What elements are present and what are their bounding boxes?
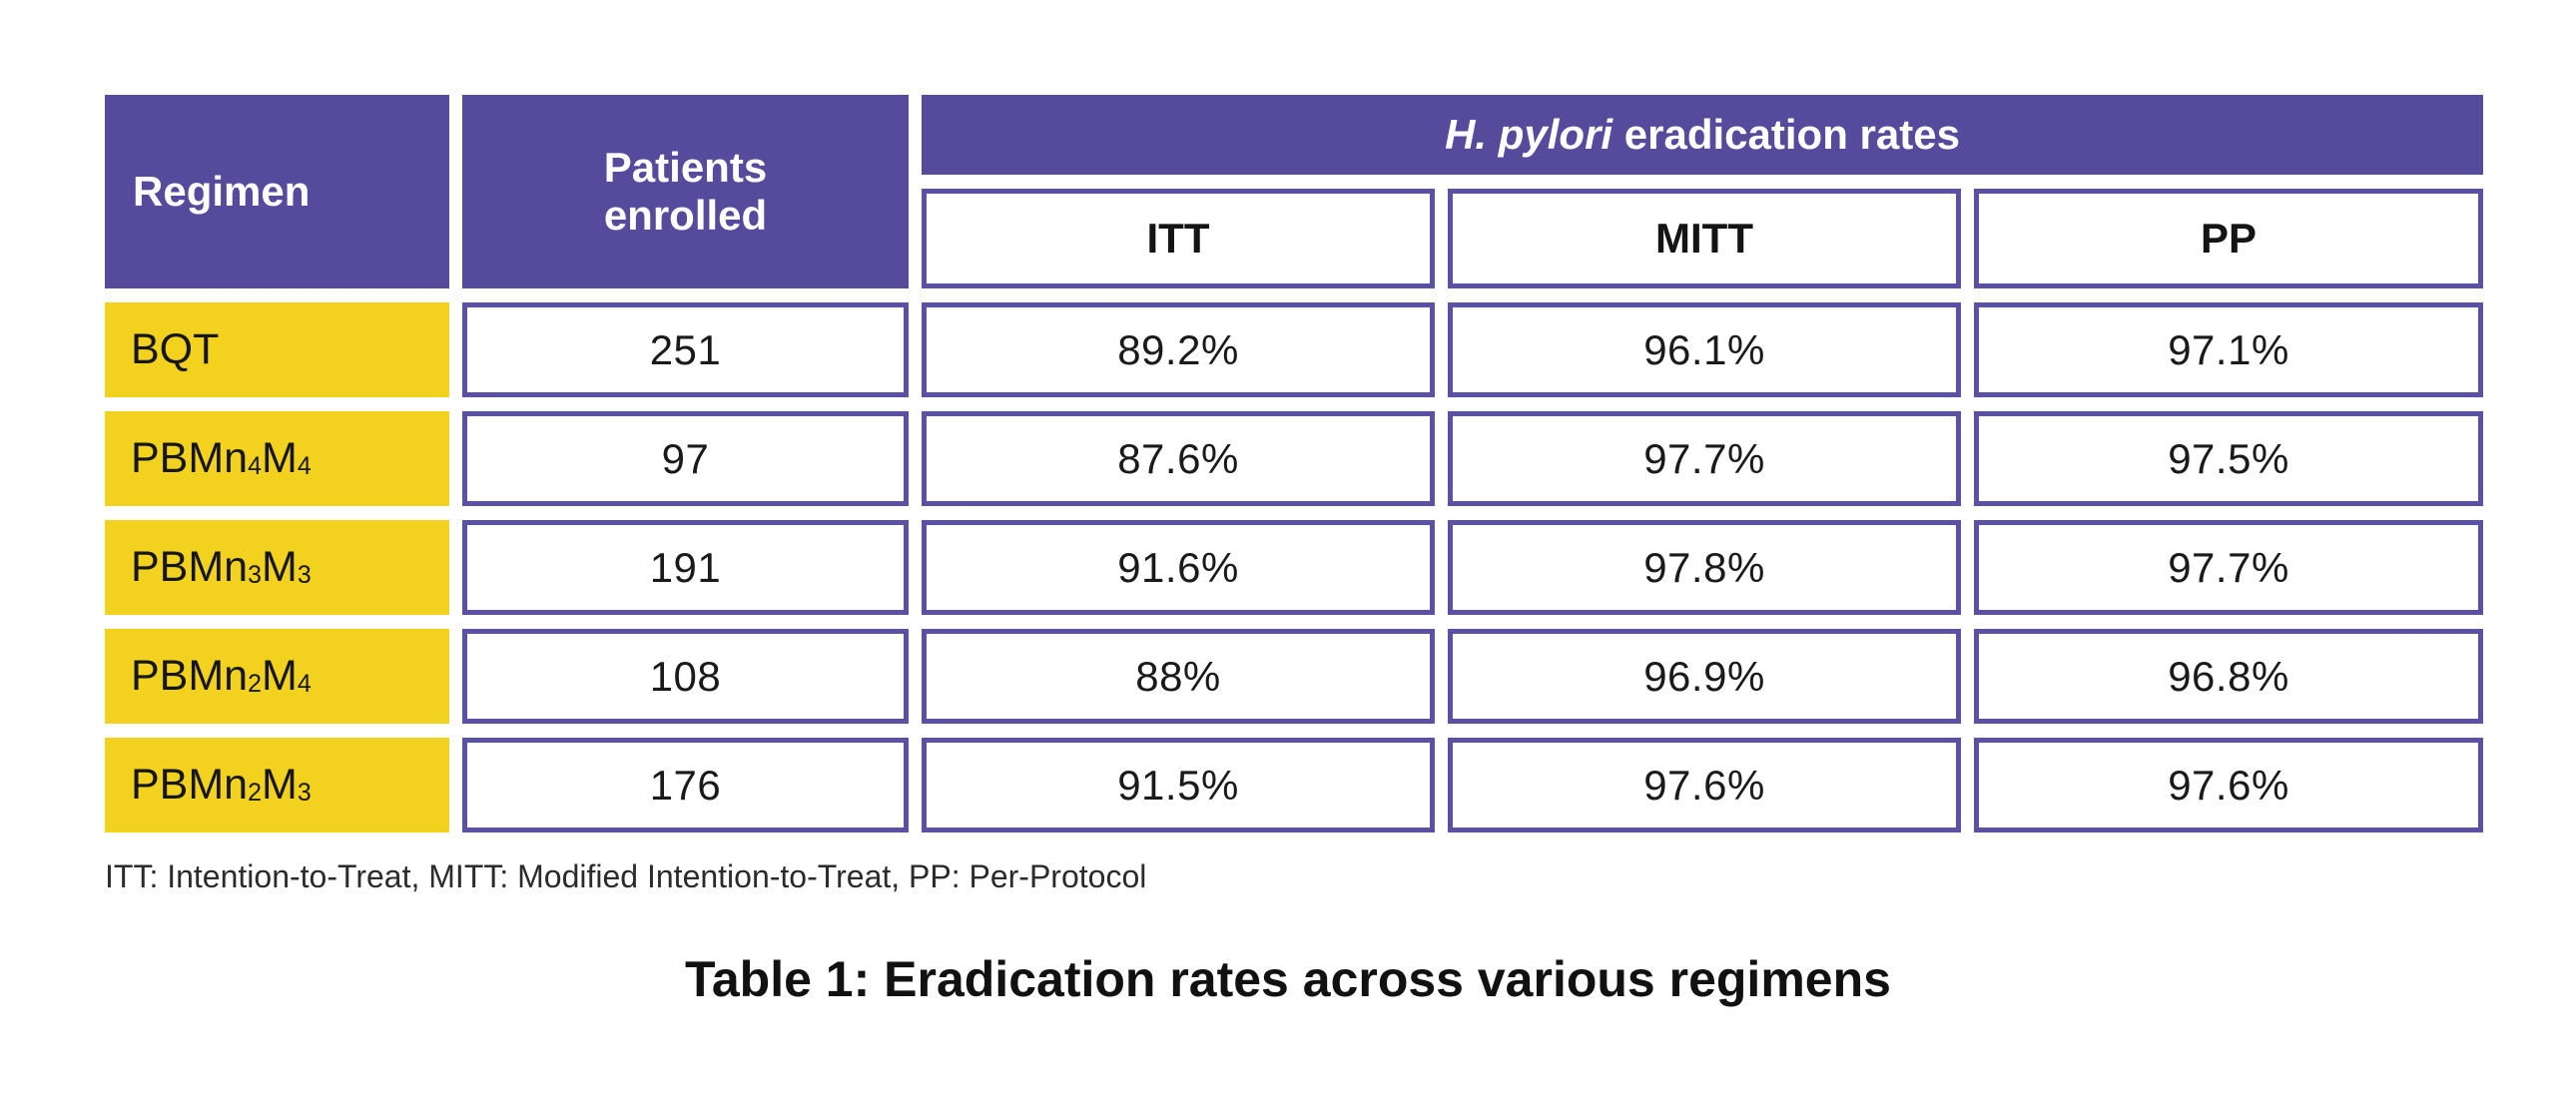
row-4-patients-cell: 108 xyxy=(462,629,909,724)
header-regimen: Regimen xyxy=(105,95,449,288)
row-4-pp-cell: 96.8% xyxy=(1974,629,2483,724)
subheader-itt: ITT xyxy=(922,189,1435,288)
row-4-regimen-cell: PBMn 2 M 4 xyxy=(105,629,449,724)
subheader-mitt: MITT xyxy=(1448,189,1961,288)
row-5-regimen-cell: PBMn 2 M 3 xyxy=(105,738,449,832)
row-5-patients-cell: 176 xyxy=(462,738,909,832)
subheader-pp: PP xyxy=(1974,189,2483,288)
row-3-pp-cell: 97.7% xyxy=(1974,520,2483,615)
row-2-mitt-cell: 97.7% xyxy=(1448,411,1961,506)
eradication-table: Regimen Patients enrolled H. pylori erad… xyxy=(105,95,2483,832)
row-3-regimen-cell: PBMn 3 M 3 xyxy=(105,520,449,615)
row-1-pp-cell: 97.1% xyxy=(1974,302,2483,397)
subheader-pp-label: PP xyxy=(2200,215,2257,262)
row-2-regimen-cell: PBMn 4 M 4 xyxy=(105,411,449,506)
row-3-itt-cell: 91.6% xyxy=(922,520,1435,615)
row-2-patients-cell: 97 xyxy=(462,411,909,506)
row-5-mitt-cell: 97.6% xyxy=(1448,738,1961,832)
header-regimen-label: Regimen xyxy=(133,167,311,215)
row-3-mitt-cell: 97.8% xyxy=(1448,520,1961,615)
row-1-regimen-cell: BQT xyxy=(105,302,449,397)
row-3-patients-cell: 191 xyxy=(462,520,909,615)
header-patients-enrolled: Patients enrolled xyxy=(462,95,909,288)
subheader-itt-label: ITT xyxy=(1146,215,1210,262)
row-2-itt-cell: 87.6% xyxy=(922,411,1435,506)
header-patients-label: Patients enrolled xyxy=(603,143,768,239)
row-4-itt-cell: 88% xyxy=(922,629,1435,724)
row-1-itt-cell: 89.2% xyxy=(922,302,1435,397)
row-5-pp-cell: 97.6% xyxy=(1974,738,2483,832)
subheader-mitt-label: MITT xyxy=(1655,215,1753,262)
banner-hpylori-italic: H. pylori xyxy=(1445,110,1613,158)
banner-rest-label: eradication rates xyxy=(1612,110,1960,158)
row-1-patients-cell: 251 xyxy=(462,302,909,397)
header-eradication-rates-banner: H. pylori eradication rates xyxy=(922,95,2483,175)
row-5-itt-cell: 91.5% xyxy=(922,738,1435,832)
table-caption: Table 1: Eradication rates across variou… xyxy=(685,951,1891,1007)
row-1-mitt-cell: 96.1% xyxy=(1448,302,1961,397)
row-4-mitt-cell: 96.9% xyxy=(1448,629,1961,724)
abbreviations-footnote: ITT: Intention-to-Treat, MITT: Modified … xyxy=(105,858,1147,894)
row-2-pp-cell: 97.5% xyxy=(1974,411,2483,506)
